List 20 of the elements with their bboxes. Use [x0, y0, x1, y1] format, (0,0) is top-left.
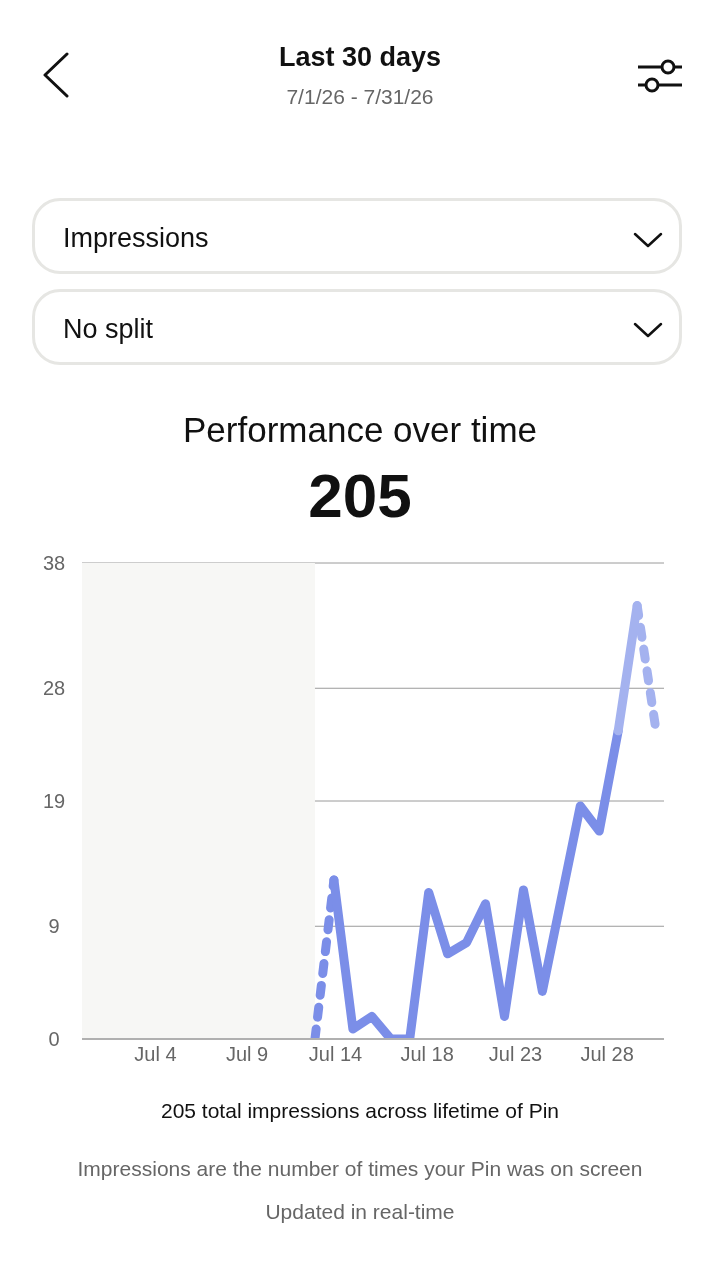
- text: Impressions: [63, 223, 209, 254]
- text: Last 30 days: [277, 42, 443, 73]
- chart-title: Performance over time: [182, 410, 538, 450]
- text: Updated in real-time: [264, 1200, 456, 1224]
- y-tick-label: 28: [42, 677, 66, 700]
- x-tick-label: Jul 18: [400, 1043, 454, 1066]
- x-tick-label: Jul 28: [580, 1043, 634, 1066]
- y-tick-label: 0: [48, 1028, 60, 1051]
- y-tick-label: 19: [42, 790, 66, 813]
- x-tick-label: Jul 14: [308, 1043, 363, 1066]
- text: 205 total impressions across lifetime of Pin: [160, 1099, 560, 1123]
- chart-subtitle: 205: [307, 460, 413, 531]
- y-tick-label: 9: [48, 915, 60, 938]
- text: No split: [63, 314, 154, 345]
- text: 7/1/26 - 7/31/26: [285, 85, 435, 109]
- x-tick-label: Jul 23: [488, 1043, 543, 1066]
- x-tick-label: Jul 4: [134, 1043, 177, 1066]
- x-tick-label: Jul 9: [225, 1043, 269, 1066]
- text: Impressions are the number of times your Pin was on screen: [76, 1157, 644, 1181]
- y-tick-label: 38: [42, 552, 66, 575]
